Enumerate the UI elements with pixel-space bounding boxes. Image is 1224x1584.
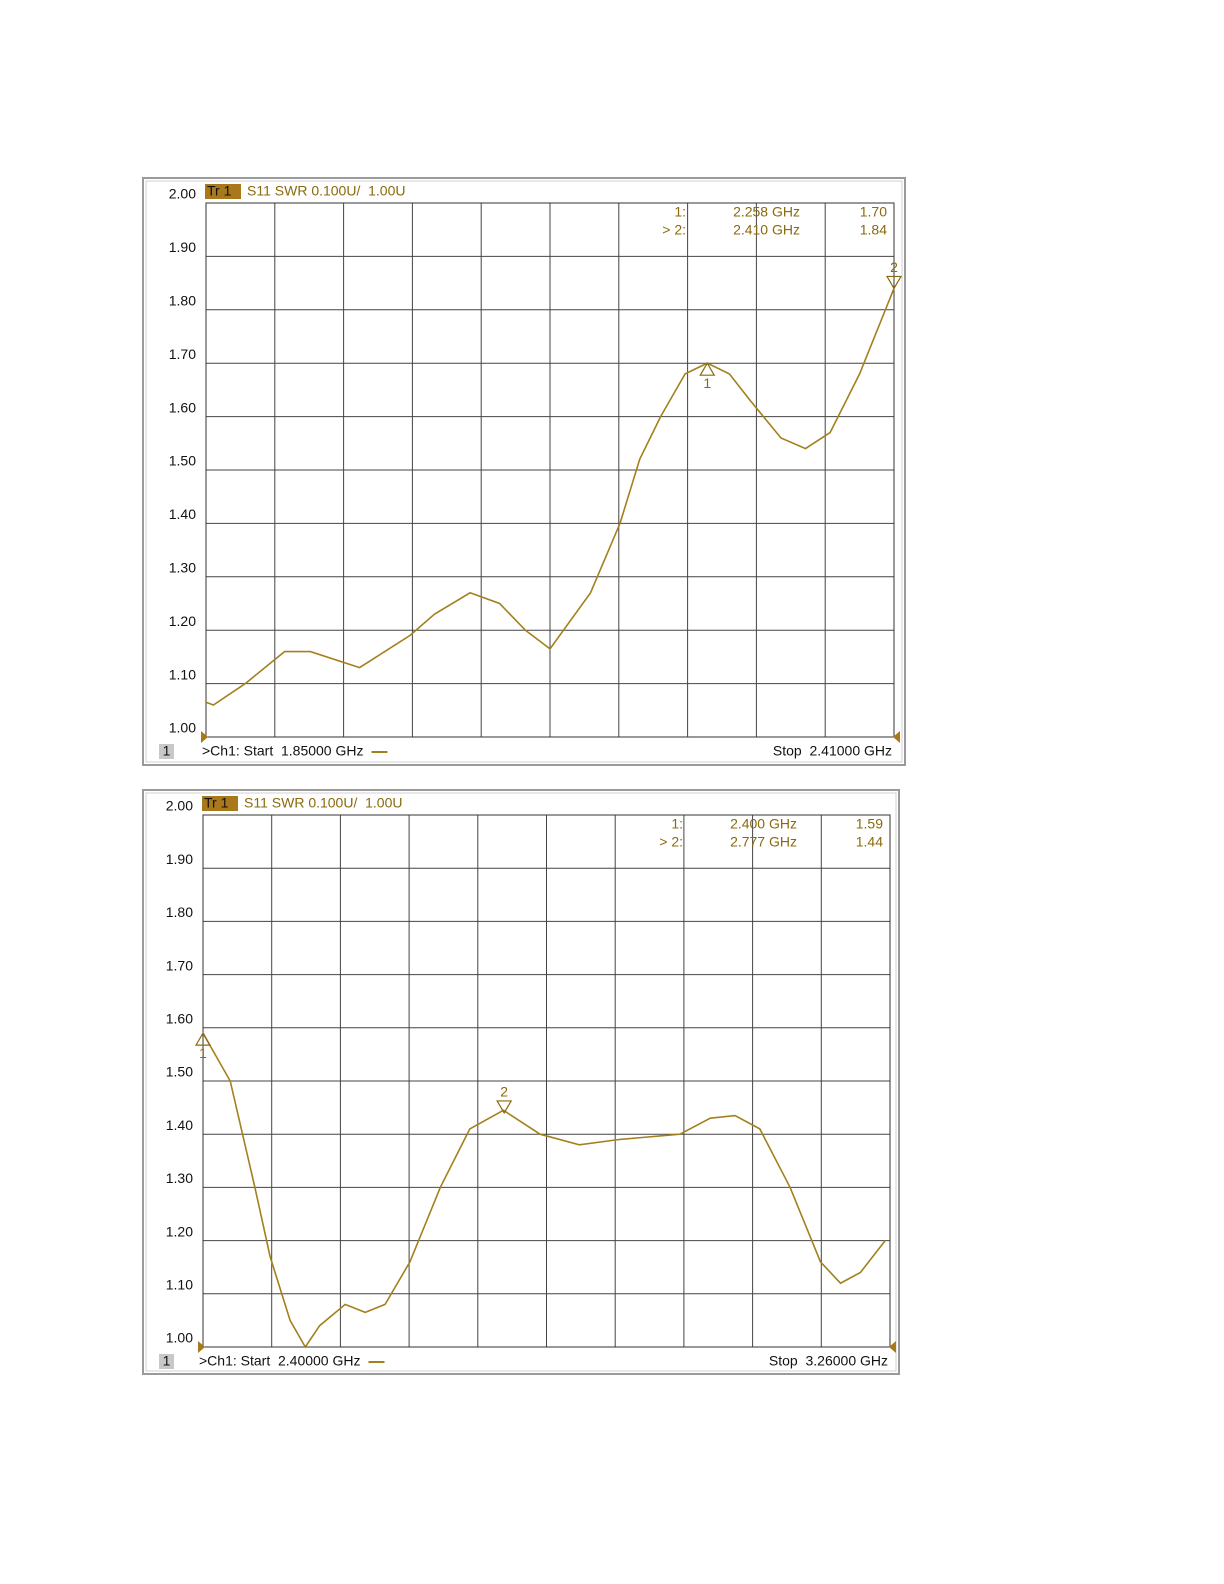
channel-box	[159, 744, 174, 759]
ref-arrow-left	[198, 1341, 205, 1353]
y-tick-label: 1.50	[169, 453, 196, 469]
chart-title: S11 SWR 0.100U/ 1.00U	[247, 183, 405, 199]
channel-number: 1	[163, 743, 171, 759]
plot-border	[205, 202, 895, 738]
y-tick-label: 1.10	[169, 666, 196, 682]
marker-value: 1.59	[856, 816, 883, 832]
marker-value: 1.70	[860, 204, 887, 220]
chart-title: S11 SWR 0.100U/ 1.00U	[244, 795, 402, 811]
panel-frame	[142, 789, 900, 1375]
y-tick-label: 1.80	[166, 904, 193, 920]
y-tick-label: 1.20	[166, 1223, 193, 1239]
trace-line	[202, 1032, 886, 1349]
y-tick-label: 1.40	[169, 506, 196, 522]
ref-arrow-right	[889, 1341, 896, 1353]
y-tick-label: 1.20	[169, 613, 196, 629]
channel-box	[159, 1354, 174, 1369]
y-tick-label: 1.90	[169, 239, 196, 255]
y-tick-label: 1.30	[166, 1170, 193, 1186]
marker-label: > 2:	[662, 222, 686, 238]
panel-frame	[142, 177, 906, 766]
y-tick-label: 1.60	[169, 399, 196, 415]
y-tick-label: 1.70	[166, 957, 193, 973]
marker-label: 1:	[674, 204, 686, 220]
ref-arrow-left	[201, 731, 208, 743]
y-tick-label: 1.80	[169, 293, 196, 309]
y-tick-label: 2.00	[169, 186, 196, 202]
marker-triangle	[699, 362, 716, 376]
stop-label: Stop 2.41000 GHz	[773, 743, 892, 759]
marker-value: 1.84	[860, 222, 887, 238]
marker-frequency: 2.410 GHz	[733, 222, 800, 238]
marker-frequency: 2.258 GHz	[733, 204, 800, 220]
marker-triangle	[496, 1100, 513, 1115]
trace-badge	[202, 796, 238, 811]
trace-line	[205, 288, 895, 706]
marker-label: 1:	[671, 816, 683, 832]
y-tick-label: 1.70	[169, 346, 196, 362]
y-tick-label: 2.00	[166, 798, 193, 814]
y-tick-label: 1.40	[166, 1117, 193, 1133]
panel-inner-frame	[145, 792, 897, 1372]
marker-triangle	[194, 1031, 212, 1046]
y-tick-label: 1.00	[166, 1330, 193, 1346]
plot-border	[202, 814, 891, 1348]
marker-id: 2	[890, 259, 898, 275]
marker-frequency: 2.777 GHz	[730, 834, 797, 850]
start-label: >Ch1: Start 1.85000 GHz	[202, 743, 363, 759]
marker-id: 1	[703, 375, 711, 391]
marker-id: 1	[199, 1045, 207, 1061]
marker-value: 1.44	[856, 834, 883, 850]
chart-panel: Tr 1 S11 SWR 0.100U/ 1.00U 1.00 1.10 1.20 1.3…	[142, 789, 900, 1375]
stop-label: Stop 3.26000 GHz	[769, 1353, 888, 1369]
marker-frequency: 2.400 GHz	[730, 816, 797, 832]
y-tick-label: 1.00	[169, 720, 196, 736]
y-tick-label: 1.60	[166, 1011, 193, 1027]
marker-triangle	[885, 275, 903, 290]
trace-label: Tr 1	[207, 183, 232, 199]
channel-number: 1	[163, 1353, 171, 1369]
trace-label: Tr 1	[204, 795, 229, 811]
marker-id: 2	[500, 1084, 508, 1100]
ref-arrow-right	[893, 731, 900, 743]
chart-panel: Tr 1 S11 SWR 0.100U/ 1.00U 1.00 1.10 1.20 1.3…	[142, 177, 906, 766]
start-label: >Ch1: Start 2.40000 GHz	[199, 1353, 360, 1369]
y-tick-label: 1.50	[166, 1064, 193, 1080]
y-tick-label: 1.90	[166, 851, 193, 867]
y-tick-label: 1.10	[166, 1277, 193, 1293]
trace-badge	[205, 184, 241, 199]
y-tick-label: 1.30	[169, 560, 196, 576]
marker-label: > 2:	[659, 834, 683, 850]
panel-inner-frame	[145, 180, 903, 763]
